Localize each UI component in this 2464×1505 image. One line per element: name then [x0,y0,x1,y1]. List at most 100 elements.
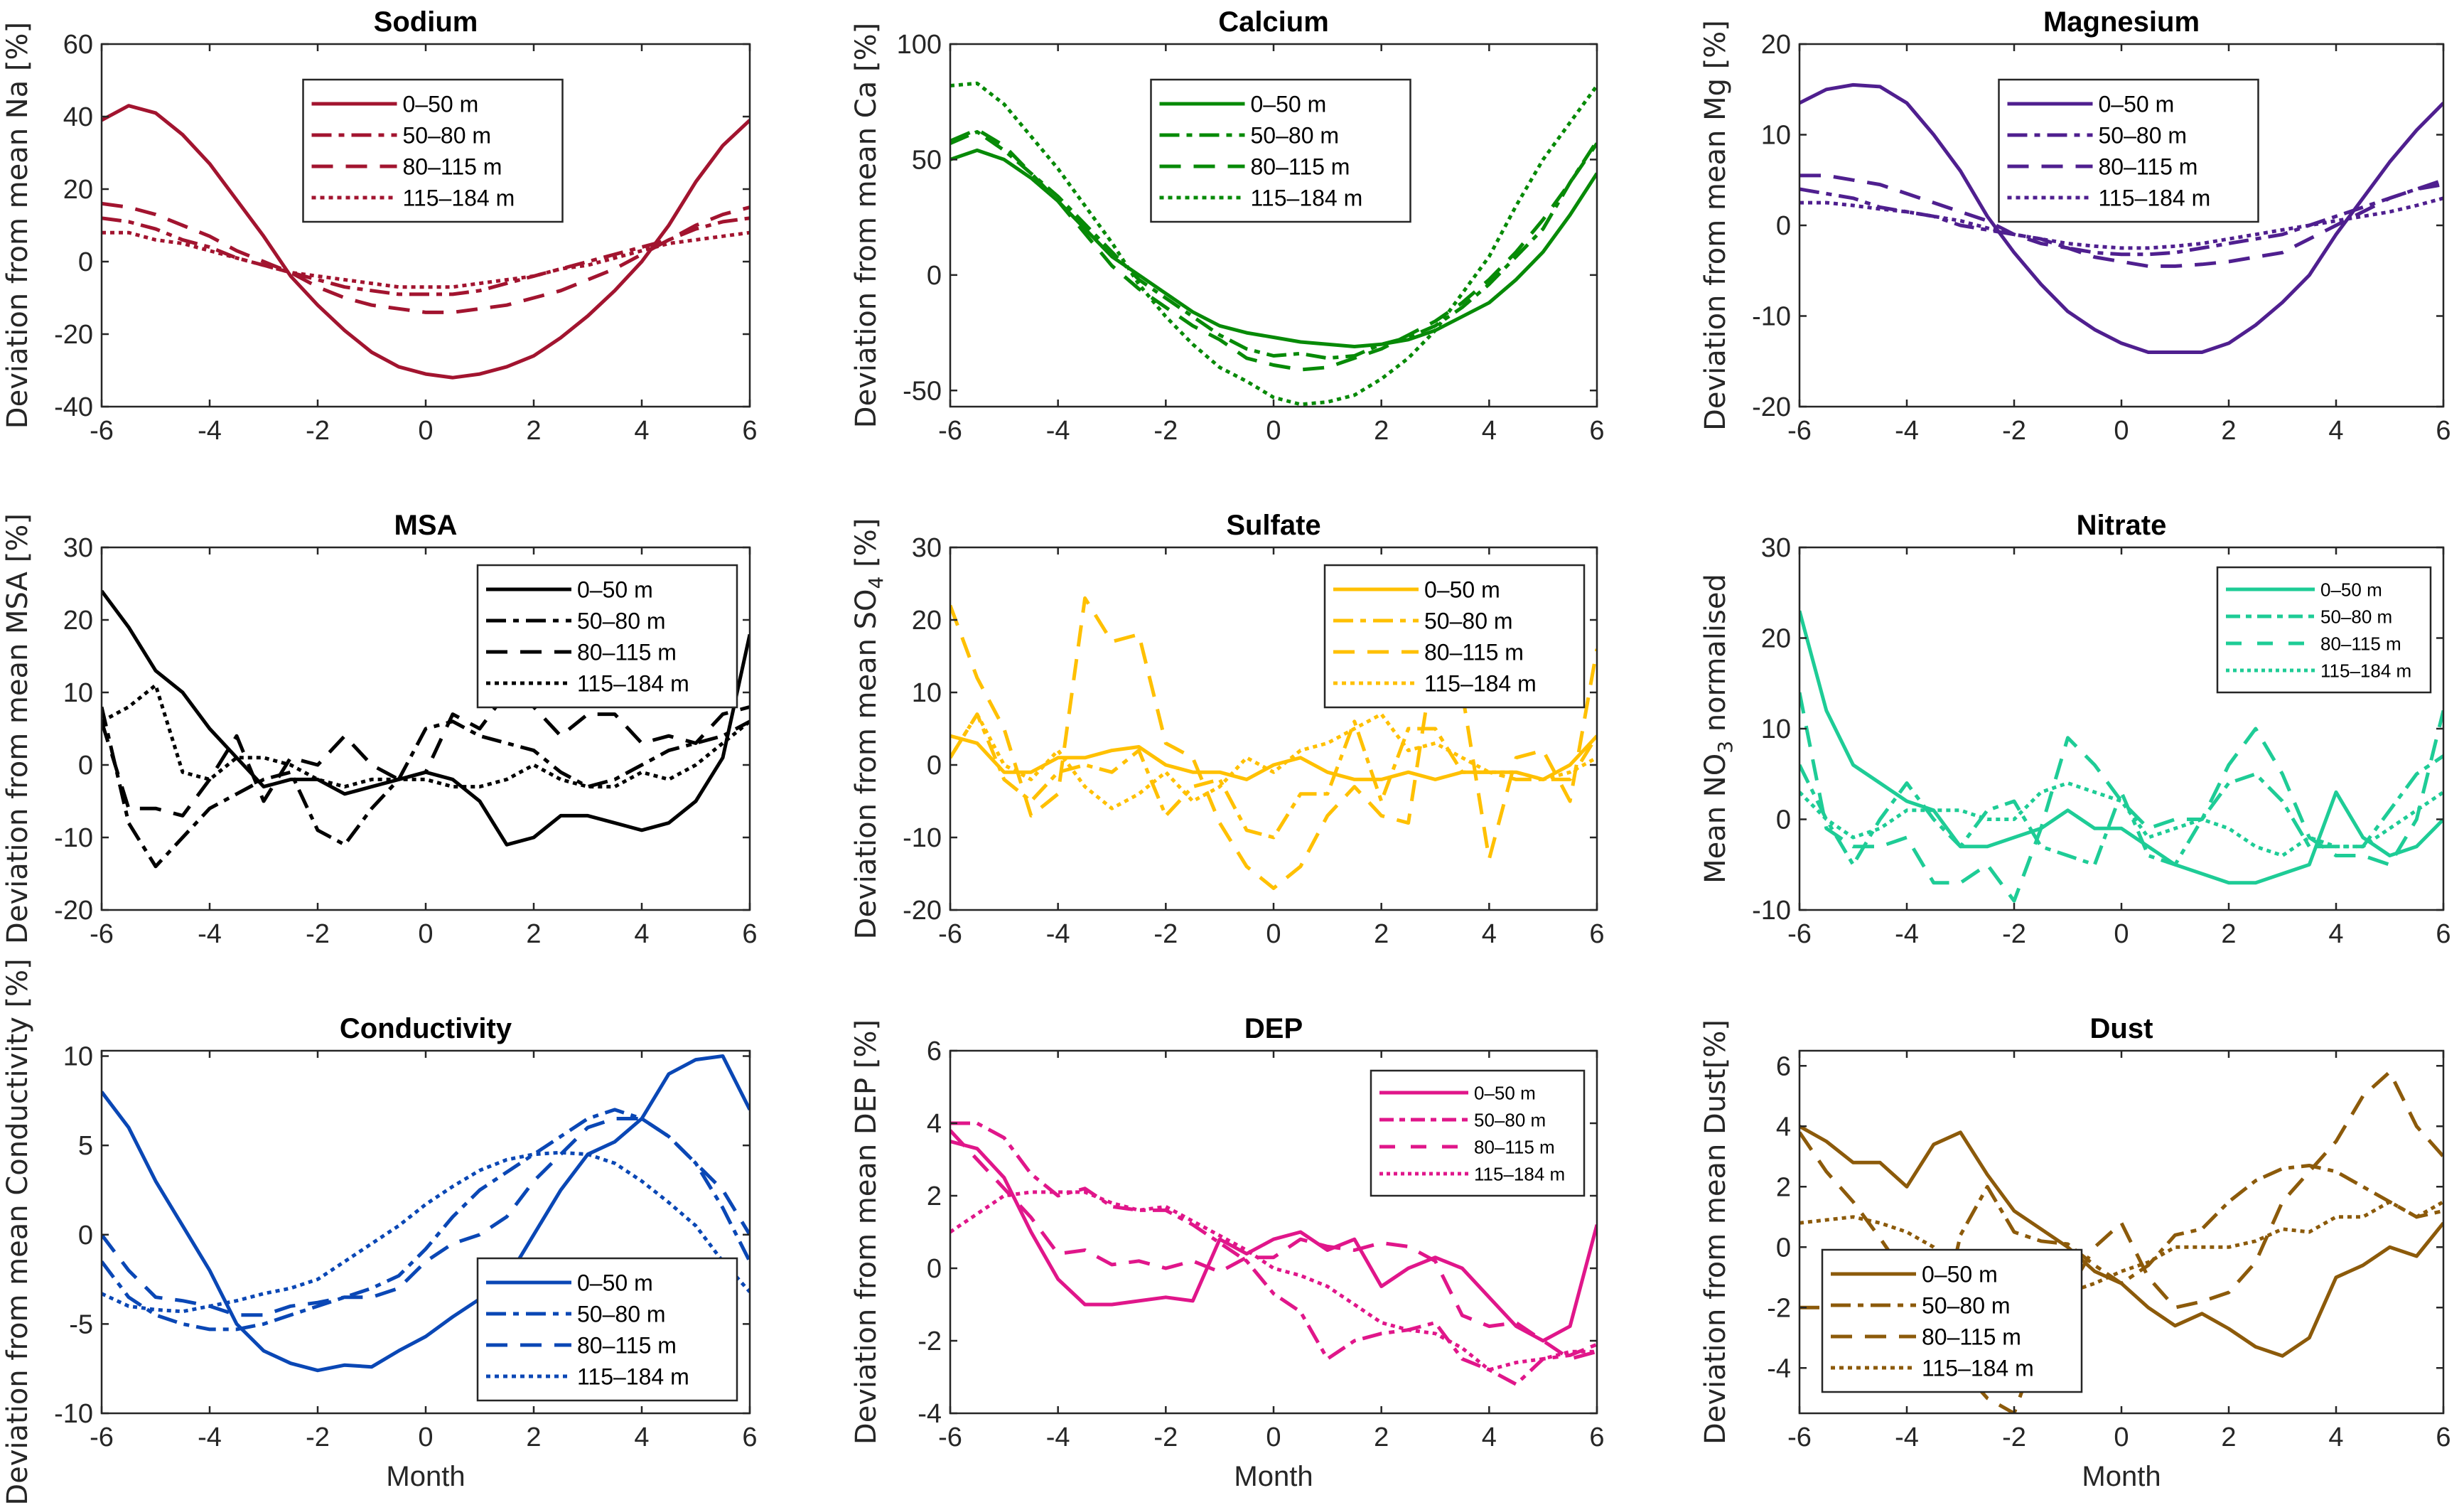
chart-title: Dust [2090,1013,2153,1044]
series-group [1799,82,2443,354]
series-group [102,589,750,869]
x-tick-label: 6 [1589,1423,1604,1452]
chart-title: Magnesium [2043,6,2200,38]
y-tick-label: 10 [1761,121,1791,151]
x-tick-label: 6 [2436,919,2450,949]
x-tick-label: -6 [1787,416,1812,446]
panel-calcium: -6 -4 -2 0 2 4 6 -50 0 50 100 Calcium Deviation from… [850,6,1605,446]
x-tick-label: 4 [2328,1423,2343,1452]
legend: 0–50 m 50–80 m 80–115 m 115–184 m [476,1257,738,1402]
y-tick-label: 30 [1761,533,1791,563]
series-line-80-115-m [950,596,1597,890]
x-tick-label: 2 [2221,1423,2236,1452]
y-tick-label: -10 [54,1399,93,1429]
legend-label: 0–50 m [1424,577,1500,603]
y-tick-label: -5 [69,1309,93,1339]
x-tick-label: -4 [1046,919,1070,949]
x-tick-label: -6 [90,919,114,949]
y-tick-label: 50 [912,145,942,175]
x-tick-label: 0 [1266,919,1281,949]
legend-label: 0–50 m [1922,1262,1998,1287]
x-tick-label: 6 [1589,416,1604,446]
x-tick-label: 6 [742,1423,757,1452]
x-tick-label: -4 [198,919,222,949]
y-tick-label: -10 [1752,302,1791,332]
y-tick-label: 6 [1776,1051,1791,1081]
x-tick-label: 6 [2436,1423,2450,1452]
panel-magnesium: -6 -4 -2 0 2 4 6-20-1001020MagnesiumDeviation … [1699,6,2451,446]
y-axis-label: Deviation from mean Mg [%] [1699,20,1732,431]
series-group [1799,610,2443,903]
series-line-50-80-m [102,1108,750,1332]
legend-label: 50–80 m [2099,123,2188,149]
legend-label: 0–50 m [2099,92,2175,117]
y-tick-label: 20 [912,606,942,636]
legend-label: 80–115 m [1424,640,1524,665]
x-tick-label: -2 [2002,1423,2026,1452]
y-axis-label: Mean NO3 normalised [1699,574,1737,884]
x-tick-label: 2 [1374,416,1389,446]
x-tick-label: -6 [90,416,114,446]
series-line-0-50-m [102,104,750,380]
series-line-0-50-m [950,1140,1597,1343]
x-tick-label: 0 [2114,919,2129,949]
series-line-115-184-m [102,230,750,289]
x-tick-label: 0 [2114,416,2129,446]
legend-label: 80–115 m [577,1333,677,1359]
x-tick-label: -6 [1787,919,1812,949]
y-tick-label: 0 [78,1221,93,1250]
y-tick-label: -10 [903,823,942,853]
legend-label: 50–80 m [577,609,666,634]
series-line-115-184-m [950,1190,1597,1372]
y-axis-label: Deviation from mean DEP [%] [850,1019,883,1445]
legend: 0–50 m 50–80 m 80–115 m 115–184 m [1821,1248,2083,1393]
chart-title: DEP [1244,1013,1303,1044]
legend-label: 115–184 m [403,186,515,211]
y-tick-label: 0 [1776,211,1791,241]
y-tick-label: -40 [54,392,93,422]
x-tick-label: 0 [418,1423,433,1452]
x-tick-label: -4 [1895,1423,1919,1452]
x-tick-label: 4 [1482,919,1497,949]
series-line-115-184-m [1799,196,2443,250]
y-tick-label: -2 [1767,1293,1791,1323]
x-axis-label: Month [2082,1461,2161,1492]
series-line-50-80-m [102,216,750,296]
x-tick-label: -4 [198,1423,222,1452]
y-tick-label: 2 [1776,1172,1791,1202]
y-tick-label: 20 [63,175,93,205]
legend-label: 80–115 m [403,154,502,180]
series-group [102,1054,750,1373]
x-tick-label: 4 [1482,1423,1497,1452]
legend-label: 115–184 m [2099,186,2211,211]
series-line-50-80-m [102,706,750,869]
x-tick-label: 4 [634,1423,649,1452]
x-tick-label: 2 [2221,416,2236,446]
panel-dust: -6 -4 -2 0 2 4 6 -4 -2 0 2 4 6 Dust Deviation from mea… [1699,1013,2451,1492]
y-tick-label: 20 [1761,30,1791,60]
legend-label: 0–50 m [2320,579,2382,600]
chart-title: Sulfate [1226,510,1320,541]
legend-label: 80–115 m [2099,154,2198,180]
y-tick-label: 6 [927,1037,942,1066]
legend-label: 0–50 m [1251,92,1327,117]
x-axis-label: Month [1234,1461,1313,1492]
legend-label: 115–184 m [1474,1163,1565,1184]
y-tick-label: -20 [1752,392,1791,422]
legend-label: 50–80 m [1251,123,1340,149]
series-line-0-50-m [1799,82,2443,354]
series-line-0-50-m [1799,610,2443,885]
x-tick-label: 0 [2114,1423,2129,1452]
x-tick-label: 2 [2221,919,2236,949]
x-tick-label: -6 [938,416,962,446]
x-tick-label: -4 [1046,1423,1070,1452]
y-tick-label: 10 [63,678,93,708]
y-tick-label: -10 [54,823,93,853]
chart-title: Conductivity [340,1013,512,1044]
y-tick-label: 5 [78,1131,93,1161]
y-tick-label: -20 [54,896,93,926]
y-tick-label: 0 [1776,1233,1791,1263]
legend-label: 50–80 m [577,1302,666,1327]
